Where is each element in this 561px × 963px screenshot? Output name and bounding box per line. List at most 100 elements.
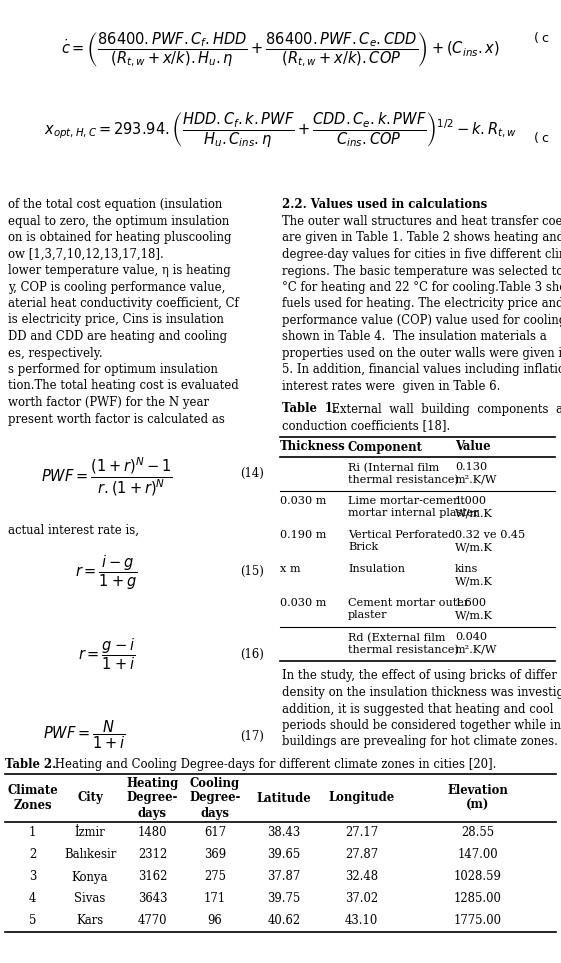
Text: 28.55: 28.55 (462, 826, 495, 840)
Text: 617: 617 (204, 826, 226, 840)
Text: 5: 5 (29, 915, 36, 927)
Text: 37.02: 37.02 (345, 893, 378, 905)
Text: 3643: 3643 (138, 893, 167, 905)
Text: 2: 2 (29, 848, 36, 862)
Text: s performed for optimum insulation: s performed for optimum insulation (8, 363, 218, 376)
Text: 39.65: 39.65 (268, 848, 301, 862)
Text: is electricity price, Cins is insulation: is electricity price, Cins is insulation (8, 314, 224, 326)
Text: 39.75: 39.75 (268, 893, 301, 905)
Text: 1.000
W/m.K: 1.000 W/m.K (455, 497, 493, 518)
Text: Kars: Kars (76, 915, 104, 927)
Text: Table  1.: Table 1. (282, 403, 337, 415)
Text: interest rates were  given in Table 6.: interest rates were given in Table 6. (282, 380, 500, 393)
Text: 2312: 2312 (138, 848, 167, 862)
Text: City: City (77, 792, 103, 804)
Text: Vertical Perforated
Brick: Vertical Perforated Brick (348, 531, 456, 552)
Text: $\dot{c}=\left(\dfrac{86400.PWF.C_f.HDD}{(R_{t,w}+x/k).H_u.\eta}+\dfrac{86400.PW: $\dot{c}=\left(\dfrac{86400.PWF.C_f.HDD}… (61, 30, 500, 68)
Text: Cement mortar outer
plaster: Cement mortar outer plaster (348, 598, 469, 620)
Text: Value: Value (455, 440, 490, 454)
Text: (15): (15) (240, 565, 264, 578)
Text: 43.10: 43.10 (345, 915, 378, 927)
Text: 0.030 m: 0.030 m (280, 497, 327, 507)
Text: Balıkesir: Balıkesir (64, 848, 116, 862)
Text: $x_{opt,H,C}=293.94.\left(\dfrac{HDD.C_f.k.PWF}{H_u.C_{ins}.\eta}+\dfrac{CDD.C_e: $x_{opt,H,C}=293.94.\left(\dfrac{HDD.C_f… (44, 110, 517, 149)
Text: on is obtained for heating pluscooling: on is obtained for heating pluscooling (8, 231, 232, 244)
Text: 27.87: 27.87 (345, 848, 378, 862)
Text: properties used on the outer walls were given in Ta: properties used on the outer walls were … (282, 347, 561, 360)
Text: 1480: 1480 (138, 826, 167, 840)
Text: density on the insulation thickness was investigated.: density on the insulation thickness was … (282, 686, 561, 699)
Text: 1285.00: 1285.00 (454, 893, 502, 905)
Text: 37.87: 37.87 (268, 871, 301, 883)
Text: kins
W/m.K: kins W/m.K (455, 564, 493, 586)
Text: $($ c: $($ c (533, 30, 550, 45)
Text: lower temperature value, η is heating: lower temperature value, η is heating (8, 264, 231, 277)
Text: worth factor (PWF) for the N year: worth factor (PWF) for the N year (8, 396, 209, 409)
Text: present worth factor is calculated as: present worth factor is calculated as (8, 412, 225, 426)
Text: 1028.59: 1028.59 (454, 871, 502, 883)
Text: Konya: Konya (72, 871, 108, 883)
Text: es, respectively.: es, respectively. (8, 347, 103, 359)
Text: 2.2. Values used in calculations: 2.2. Values used in calculations (282, 198, 488, 211)
Text: 0.130
m².K/W: 0.130 m².K/W (455, 462, 498, 484)
Text: $PWF=\dfrac{(1+r)^N-1}{r.(1+r)^N}$: $PWF=\dfrac{(1+r)^N-1}{r.(1+r)^N}$ (40, 455, 173, 498)
Text: Heating and Cooling Degree-days for different climate zones in cities [20].: Heating and Cooling Degree-days for diff… (51, 758, 496, 771)
Text: $r=\dfrac{g-i}{1+i}$: $r=\dfrac{g-i}{1+i}$ (78, 636, 135, 671)
Text: Heating
Degree-
days: Heating Degree- days (126, 776, 178, 820)
Text: $r=\dfrac{i-g}{1+g}$: $r=\dfrac{i-g}{1+g}$ (75, 553, 138, 591)
Text: 96: 96 (208, 915, 222, 927)
Text: °C for heating and 22 °C for cooling.Table 3 sho: °C for heating and 22 °C for cooling.Tab… (282, 281, 561, 294)
Text: actual interest rate is,: actual interest rate is, (8, 524, 139, 537)
Text: 0.32 ve 0.45
W/m.K: 0.32 ve 0.45 W/m.K (455, 531, 525, 552)
Text: Ri (Internal film
thermal resistance): Ri (Internal film thermal resistance) (348, 462, 459, 484)
Text: ow [1,3,7,10,12,13,17,18].: ow [1,3,7,10,12,13,17,18]. (8, 247, 164, 261)
Text: x m: x m (280, 564, 301, 575)
Text: $PWF=\dfrac{N}{1+i}$: $PWF=\dfrac{N}{1+i}$ (43, 718, 126, 750)
Text: 1: 1 (29, 826, 36, 840)
Text: 1.600
W/m.K: 1.600 W/m.K (455, 598, 493, 620)
Text: $($ c: $($ c (533, 130, 550, 145)
Text: Thickness: Thickness (280, 440, 346, 454)
Text: 32.48: 32.48 (345, 871, 378, 883)
Text: Lime mortar-cement
mortar internal plaster: Lime mortar-cement mortar internal plast… (348, 497, 479, 518)
Text: 275: 275 (204, 871, 226, 883)
Text: 369: 369 (204, 848, 226, 862)
Text: fuels used for heating. The electricity price and cool: fuels used for heating. The electricity … (282, 298, 561, 310)
Text: 3162: 3162 (138, 871, 167, 883)
Text: 0.030 m: 0.030 m (280, 598, 327, 609)
Text: 171: 171 (204, 893, 226, 905)
Text: Climate
Zones: Climate Zones (7, 784, 58, 812)
Text: buildings are prevealing for hot climate zones.: buildings are prevealing for hot climate… (282, 736, 558, 748)
Text: 0.040
m².K/W: 0.040 m².K/W (455, 633, 498, 654)
Text: y, COP is cooling performance value,: y, COP is cooling performance value, (8, 280, 226, 294)
Text: aterial heat conductivity coefficient, Cf: aterial heat conductivity coefficient, C… (8, 297, 239, 310)
Text: 4: 4 (29, 893, 36, 905)
Text: 40.62: 40.62 (268, 915, 301, 927)
Text: DD and CDD are heating and cooling: DD and CDD are heating and cooling (8, 330, 227, 343)
Text: Table 2.: Table 2. (5, 758, 56, 771)
Text: External  wall  building  components  andh: External wall building components andh (324, 403, 561, 415)
Text: performance value (COP) value used for cooling: performance value (COP) value used for c… (282, 314, 561, 327)
Text: degree-day values for cities in five different clima: degree-day values for cities in five dif… (282, 248, 561, 261)
Text: 5. In addition, financial values including inflation a: 5. In addition, financial values includi… (282, 363, 561, 377)
Text: Longitude: Longitude (328, 792, 394, 804)
Text: 38.43: 38.43 (268, 826, 301, 840)
Text: 3: 3 (29, 871, 36, 883)
Text: addition, it is suggested that heating and cool: addition, it is suggested that heating a… (282, 702, 554, 716)
Text: Rd (External film
thermal resistance): Rd (External film thermal resistance) (348, 633, 459, 655)
Text: 4770: 4770 (138, 915, 167, 927)
Text: 0.190 m: 0.190 m (280, 531, 327, 540)
Text: In the study, the effect of using bricks of differ: In the study, the effect of using bricks… (282, 669, 557, 683)
Text: 147.00: 147.00 (458, 848, 498, 862)
Text: (17): (17) (240, 730, 264, 743)
Text: tion.The total heating cost is evaluated: tion.The total heating cost is evaluated (8, 379, 239, 393)
Text: conduction coefficients [18].: conduction coefficients [18]. (282, 419, 450, 432)
Text: (16): (16) (240, 648, 264, 661)
Text: Insulation: Insulation (348, 564, 405, 575)
Text: Elevation
(m): Elevation (m) (448, 784, 508, 812)
Text: equal to zero, the optimum insulation: equal to zero, the optimum insulation (8, 215, 229, 227)
Text: are given in Table 1. Table 2 shows heating and cool: are given in Table 1. Table 2 shows heat… (282, 231, 561, 245)
Text: of the total cost equation (insulation: of the total cost equation (insulation (8, 198, 222, 211)
Text: Latitude: Latitude (257, 792, 311, 804)
Text: shown in Table 4.  The insulation materials a: shown in Table 4. The insulation materia… (282, 330, 547, 344)
